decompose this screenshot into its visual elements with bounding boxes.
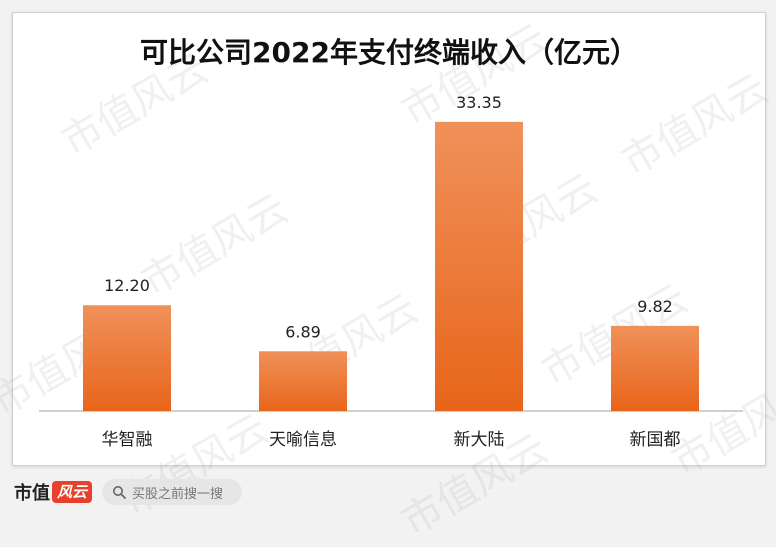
- brand-logo[interactable]: 市值 风云: [14, 479, 93, 505]
- category-label-3: 新国都: [630, 430, 681, 450]
- data-label-2: 33.35: [456, 93, 502, 112]
- bar-0: [83, 305, 171, 411]
- data-label-0: 12.20: [104, 276, 150, 295]
- search-box[interactable]: 买股之前搜一搜: [102, 479, 243, 505]
- footer-bar: 市值 风云 买股之前搜一搜: [0, 470, 776, 514]
- data-label-1: 6.89: [285, 322, 321, 341]
- bar-2: [435, 121, 523, 411]
- category-label-0: 华智融: [102, 430, 153, 450]
- category-label-1: 天喻信息: [269, 430, 337, 450]
- chart-title: 可比公司2022年支付终端收入（亿元）: [140, 36, 638, 69]
- brand-text: 市值: [14, 483, 50, 504]
- bar-3: [611, 325, 699, 411]
- bar-chart: 12.20 华智融 6.89 天喻信息 33.35 新大陆 9.82 新国都: [39, 93, 743, 450]
- chart-card: 市值风云 市值风云 市值风云 市值风云 市值风云 市值风云 市值风云 市值风云 市值风云 市值风云…: [0, 12, 776, 545]
- search-icon: [113, 486, 126, 499]
- data-label-3: 9.82: [637, 297, 673, 316]
- bar-1: [259, 351, 347, 411]
- category-label-2: 新大陆: [454, 430, 505, 450]
- brand-badge: 风云: [52, 481, 93, 503]
- search-placeholder: 买股之前搜一搜: [132, 486, 224, 502]
